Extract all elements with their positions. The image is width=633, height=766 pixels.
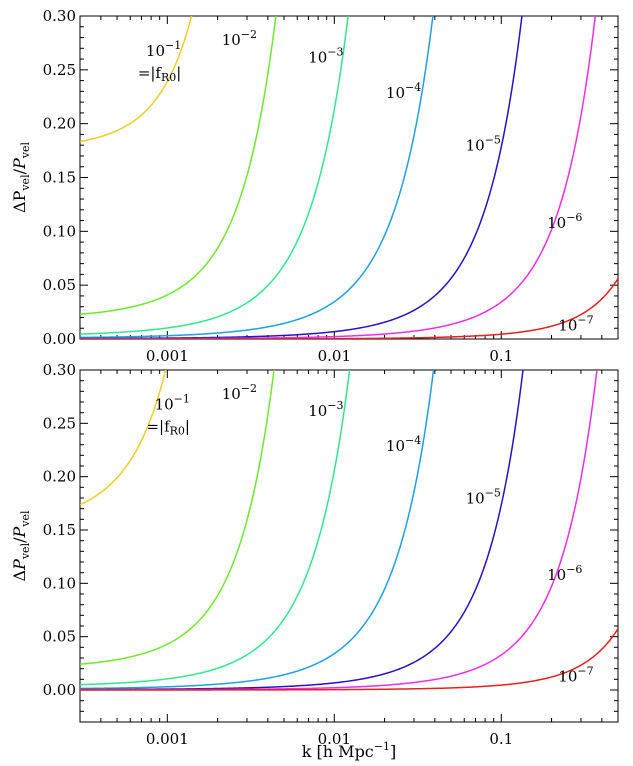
x-tick-label: 0.01 (318, 730, 351, 748)
y-tick-label: 0.15 (43, 521, 76, 539)
series-label: 10−2 (222, 382, 257, 403)
y-axis-title: ΔPvel/Pvel (10, 510, 32, 581)
series-line (80, 16, 349, 335)
top-panel: 0.00 0.05 0.10 0.15 0.20 0.25 0.30 0.001 0.01 0.1… (10, 7, 619, 365)
curves (80, 16, 618, 339)
y-tick-label: 0.25 (43, 414, 76, 432)
y-tick-label: 0.15 (43, 169, 76, 187)
series-line (80, 370, 275, 665)
series-label: 10−7 (558, 664, 593, 685)
x-tick-label: 0.001 (146, 347, 189, 365)
series-line (80, 628, 618, 691)
series-line (80, 370, 524, 691)
series-label-extra: =|fR0| (146, 417, 190, 437)
series-label: 10−6 (547, 211, 582, 232)
x-tick-label: 0.001 (146, 730, 189, 748)
series-line (80, 16, 434, 339)
series-line (80, 370, 435, 690)
series-line (80, 370, 598, 691)
series-label: 10−2 (222, 28, 257, 49)
series-label-extra: =|fR0| (138, 64, 182, 84)
x-tick-label: 0.1 (489, 347, 513, 365)
y-tick-label: 0.10 (43, 574, 76, 592)
series-label: 10−1 (155, 392, 190, 413)
y-tick-label: 0.00 (43, 330, 76, 348)
series-line (80, 16, 277, 316)
y-tick-label: 0.00 (43, 681, 76, 699)
series-label: 10−5 (466, 134, 501, 155)
series-label: 10−1 (146, 39, 181, 60)
y-tick-label: 0.25 (43, 61, 76, 79)
y-axis-title: ΔPvel/Pvel (10, 142, 32, 213)
series-label: 10−3 (308, 399, 343, 420)
series-line (80, 370, 167, 506)
bottom-panel: 0.00 0.05 0.10 0.15 0.20 0.25 0.30 0.001 0.01 0.1… (10, 361, 619, 761)
y-tick-label: 0.30 (43, 7, 76, 25)
y-tick-label: 0.20 (43, 468, 76, 486)
y-tick-label: 0.10 (43, 222, 76, 240)
series-line (80, 370, 351, 686)
series-line (80, 16, 193, 143)
y-tick-label: 0.05 (43, 628, 76, 646)
x-tick-label: 0.1 (489, 730, 513, 748)
series-label: 10−3 (308, 45, 343, 66)
series-label: 10−4 (386, 434, 421, 455)
series-label: 10−7 (558, 313, 593, 334)
series-label: 10−5 (466, 486, 501, 507)
y-tick-label: 0.05 (43, 276, 76, 294)
series-line (80, 278, 618, 339)
x-tick-label: 0.01 (318, 347, 351, 365)
y-tick-label: 0.20 (43, 115, 76, 133)
y-tick-label: 0.30 (43, 361, 76, 379)
series-label: 10−4 (386, 81, 421, 102)
series-label: 10−6 (547, 563, 582, 584)
x-axis-title: k [h Mpc−1] (302, 740, 396, 761)
curves (80, 370, 618, 691)
